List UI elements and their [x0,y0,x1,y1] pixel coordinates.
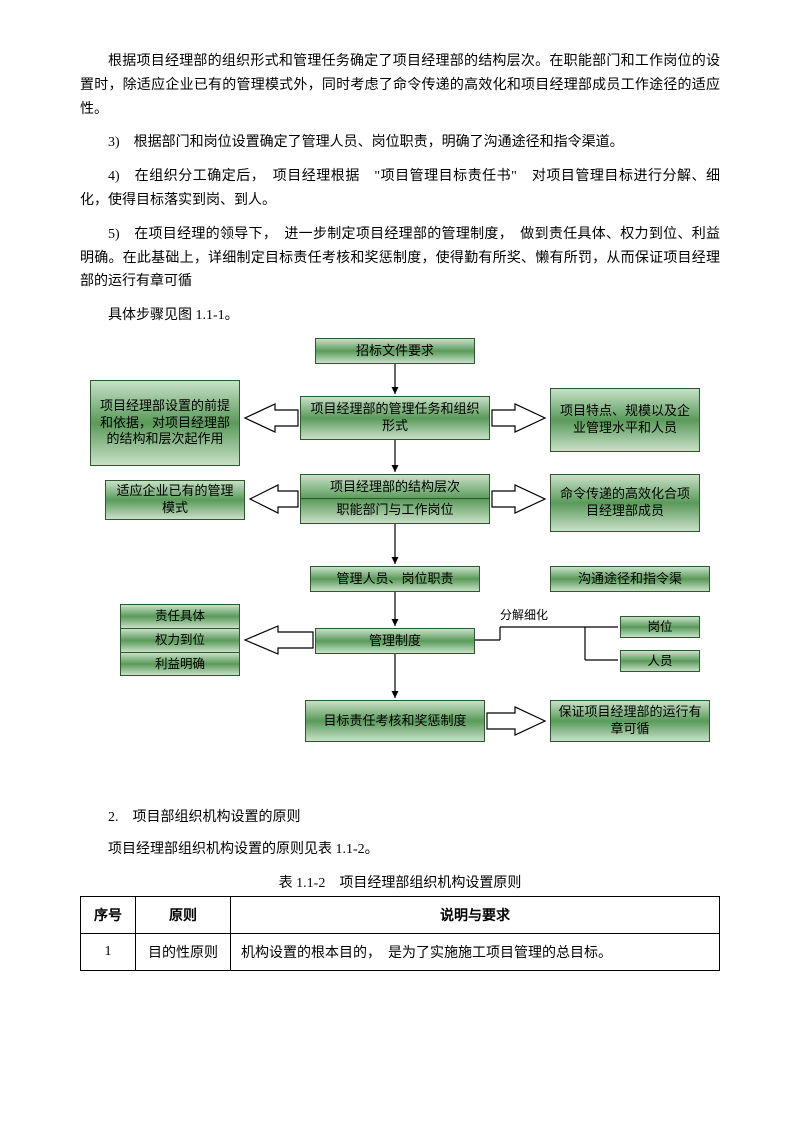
node-mgmt-personnel: 管理人员、岗位职责 [310,566,480,592]
th-seq: 序号 [81,896,136,933]
node-mgmt-task-form: 项目经理部的管理任务和组织形式 [300,396,490,440]
paragraph-2: 3) 根据部门和岗位设置确定了管理人员、岗位职责，明确了沟通途径和指令渠道。 [80,131,720,155]
node-structure-levels: 项目经理部的结构层次 职能部门与工作岗位 [300,474,490,524]
node-post: 岗位 [620,616,700,638]
paragraph-5: 具体步骤见图 1.1-1。 [80,304,720,328]
node-project-features: 项目特点、规模以及企业管理水平和人员 [550,388,700,452]
node-target-assessment: 目标责任考核和奖惩制度 [305,700,485,742]
node-label: 目标责任考核和奖惩制度 [323,713,466,730]
node-label: 命令传递的高效化合项目经理部成员 [556,486,694,520]
section-2-title: 2. 项目部组织机构设置的原则 [80,806,720,830]
cell-seq: 1 [81,933,136,970]
th-principle: 原则 [136,896,231,933]
table-row: 1 目的性原则 机构设置的根本目的， 是为了实施施工项目管理的总目标。 [81,933,720,970]
cell-principle: 目的性原则 [136,933,231,970]
node-command-efficiency: 命令传递的高效化合项目经理部成员 [550,474,700,532]
node-label: 沟通途径和指令渠 [578,571,682,588]
node-label: 保证项目经理部的运行有章可循 [556,704,704,738]
table-header-row: 序号 原则 说明与要求 [81,896,720,933]
node-existing-mgmt-mode: 适应企业已有的管理模式 [105,480,245,520]
node-premise-basis: 项目经理部设置的前提和依据，对项目经理部的结构和层次起作用 [90,380,240,466]
paragraph-3: 4) 在组织分工确定后， 项目经理根据 "项目管理目标责任书" 对项目管理目标进… [80,165,720,213]
node-person: 人员 [620,650,700,672]
node-label: 项目特点、规模以及企业管理水平和人员 [556,403,694,437]
node-stack-responsibility: 责任具体 权力到位 利益明确 [120,604,240,676]
node-label: 权力到位 [155,632,205,648]
label-decompose: 分解细化 [500,606,548,623]
node-label: 招标文件要求 [356,343,434,360]
paragraph-1: 根据项目经理部的组织形式和管理任务确定了项目经理部的结构层次。在职能部门和工作岗… [80,50,720,121]
node-label: 管理人员、岗位职责 [336,571,453,588]
node-tender-requirements: 招标文件要求 [315,338,475,364]
section-2-intro: 项目经理部组织机构设置的原则见表 1.1-2。 [80,838,720,862]
node-label: 岗位 [647,619,672,635]
paragraph-4: 5) 在项目经理的领导下， 进一步制定项目经理部的管理制度， 做到责任具体、权力… [80,223,720,294]
node-label: 适应企业已有的管理模式 [111,483,239,517]
node-mgmt-system: 管理制度 [315,628,475,654]
table-caption: 表 1.1-2 项目经理部组织机构设置原则 [80,872,720,892]
node-label: 项目经理部的结构层次 [330,479,460,496]
cell-desc: 机构设置的根本目的， 是为了实施施工项目管理的总目标。 [231,933,720,970]
node-label: 责任具体 [155,608,205,624]
node-label: 项目经理部的管理任务和组织形式 [306,401,484,435]
flowchart-figure: 招标文件要求 项目经理部的管理任务和组织形式 项目经理部设置的前提和依据，对项目… [80,338,720,788]
node-label: 人员 [647,653,672,669]
node-label: 利益明确 [155,656,205,672]
node-label: 职能部门与工作岗位 [336,502,453,519]
th-desc: 说明与要求 [231,896,720,933]
node-guarantee-operation: 保证项目经理部的运行有章可循 [550,700,710,742]
node-label: 项目经理部设置的前提和依据，对项目经理部的结构和层次起作用 [96,398,234,449]
node-label: 管理制度 [369,633,421,650]
node-communication-channel: 沟通途径和指令渠 [550,566,710,592]
principles-table: 序号 原则 说明与要求 1 目的性原则 机构设置的根本目的， 是为了实施施工项目… [80,896,720,971]
